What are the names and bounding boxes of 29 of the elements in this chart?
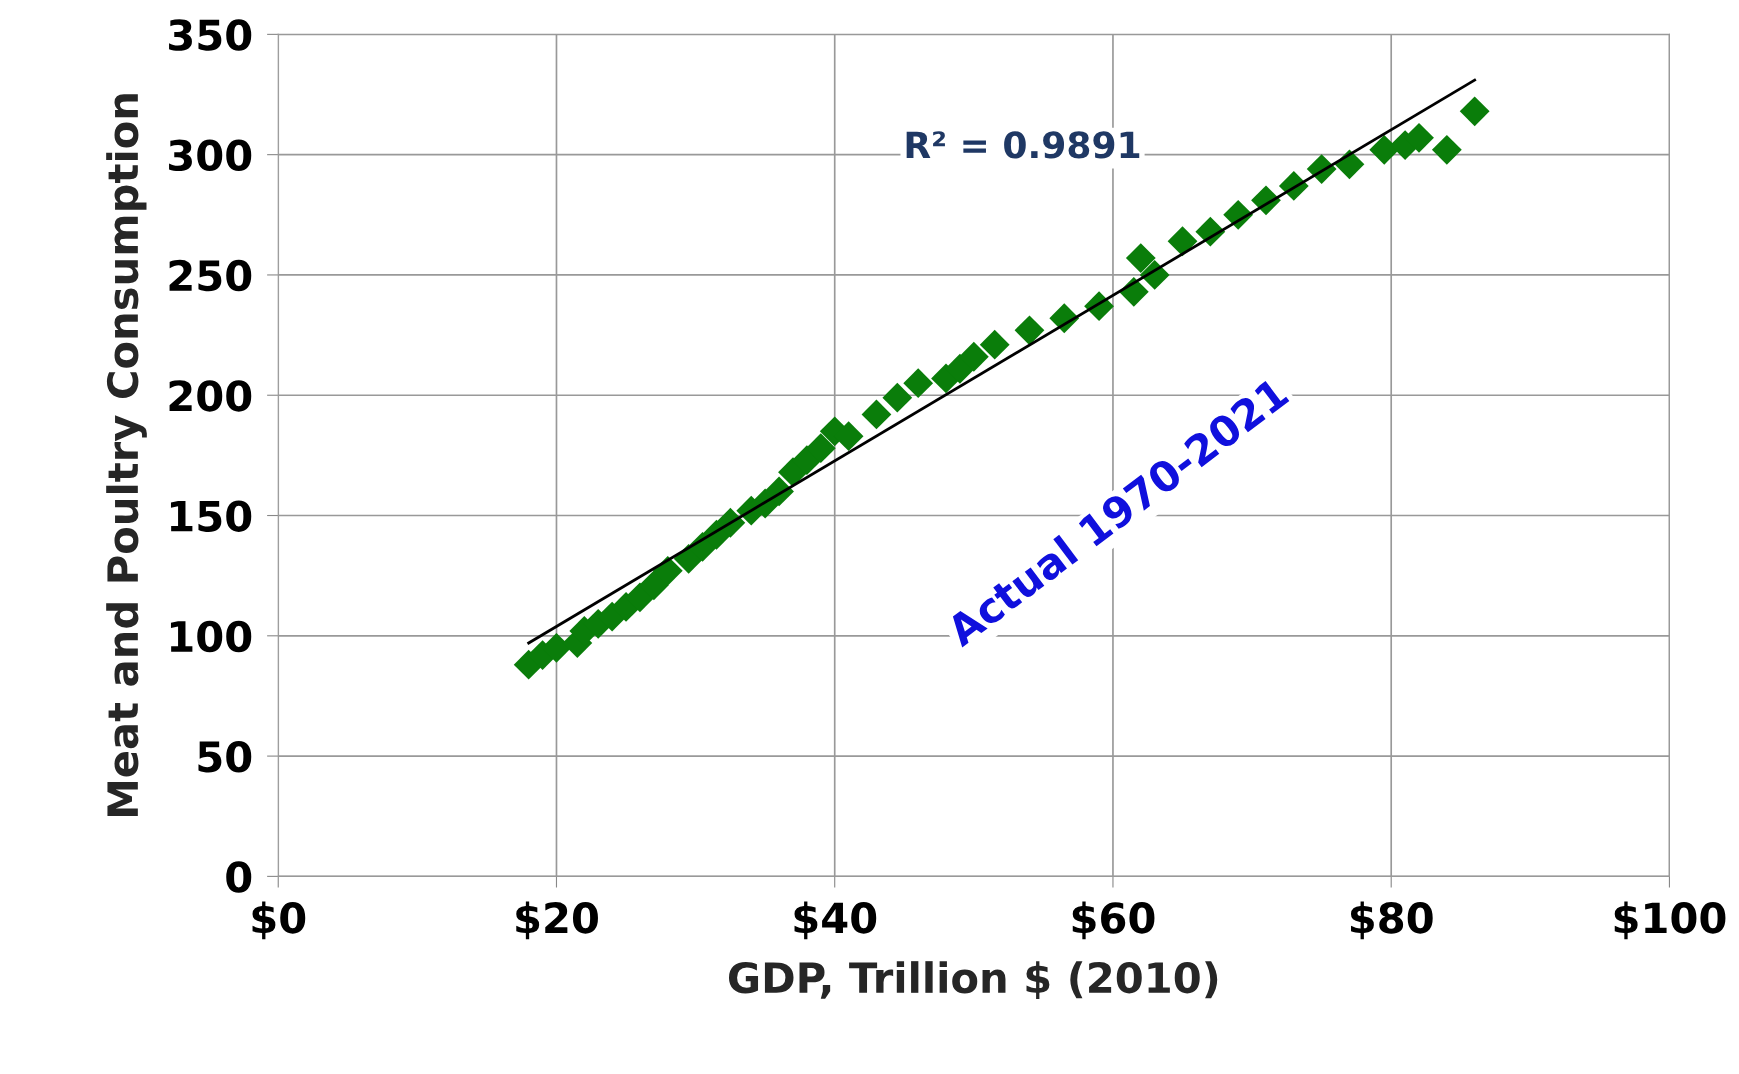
point <box>882 382 913 413</box>
point <box>861 399 892 430</box>
y-tick-label: 250 <box>169 259 252 292</box>
y-tick-label: 0 <box>226 861 252 893</box>
point <box>1014 315 1045 346</box>
x-tick-label: $100 <box>1614 901 1726 940</box>
point <box>903 368 934 399</box>
point <box>958 341 989 372</box>
y-tick-label: 300 <box>169 139 252 172</box>
point <box>1431 134 1462 165</box>
y-tick-label: 200 <box>169 380 252 412</box>
y-tick-label: 150 <box>170 500 252 532</box>
point <box>1125 243 1156 273</box>
point <box>1369 134 1400 165</box>
point <box>638 570 669 601</box>
y-tick-label: 350 <box>169 19 252 51</box>
y-tick-label: 50 <box>198 741 252 773</box>
annotation: R² = 0.9891 <box>906 131 1140 159</box>
x-tick-label: $80 <box>1350 901 1433 940</box>
x-tick-label: $20 <box>516 901 598 940</box>
point <box>1459 96 1490 127</box>
point <box>805 433 836 464</box>
point <box>979 329 1010 360</box>
y-axis-title: Meat and Poultry Consumption <box>106 94 147 816</box>
x-tick-label: $60 <box>1072 901 1155 940</box>
y-tick-label: 100 <box>170 620 252 653</box>
x-tick-label: $40 <box>794 901 877 940</box>
x-axis-title: GDP, Trillion $ (2010) <box>728 961 1218 999</box>
x-tick-label: $0 <box>252 901 306 940</box>
